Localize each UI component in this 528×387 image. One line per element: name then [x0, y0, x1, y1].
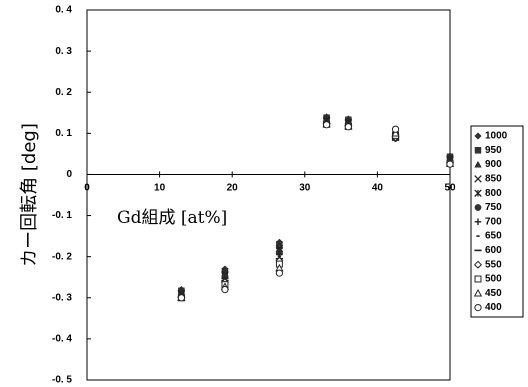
y-tick-label: -0. 2 — [52, 251, 72, 262]
data-point — [221, 285, 229, 294]
legend-marker — [474, 275, 482, 283]
legend-label: 900 — [485, 159, 502, 170]
y-tick-label: -0. 5 — [52, 375, 72, 386]
legend-marker — [474, 147, 482, 154]
legend-item: 800 — [474, 188, 502, 199]
legend-label: 650 — [485, 231, 502, 242]
legend-label: 500 — [485, 274, 502, 285]
y-tick-label: 0 — [66, 169, 72, 180]
plot-area — [86, 9, 451, 381]
data-points — [177, 113, 455, 302]
legend-item: 1000 — [474, 131, 508, 142]
x-axis: 0 10 20 30 40 50 — [84, 171, 456, 193]
legend-label: 550 — [485, 259, 502, 270]
y-tick-label: -0. 4 — [52, 334, 72, 345]
x-tick-label: 30 — [299, 182, 311, 193]
legend-item: 450 — [473, 288, 502, 299]
data-point — [391, 129, 400, 137]
legend-item: 500 — [474, 274, 502, 285]
legend-marker — [474, 218, 482, 226]
legend-item: 750 — [474, 202, 502, 213]
legend-label: 400 — [485, 302, 502, 313]
x-tick-label: 10 — [154, 182, 166, 193]
x-tick-label: 20 — [227, 182, 239, 193]
data-point — [275, 269, 284, 277]
legend-item: 650 — [476, 231, 502, 242]
y-tick-label: -0. 1 — [52, 210, 72, 221]
legend-marker — [474, 204, 482, 211]
x-tick-label: 50 — [444, 182, 456, 193]
data-point — [177, 294, 186, 302]
legend-label: 950 — [485, 145, 502, 156]
x-tick-label: 0 — [84, 182, 90, 193]
legend-marker — [474, 175, 482, 183]
legend-item: 550 — [473, 259, 502, 270]
y-axis-title: カー回転角 [deg] — [19, 123, 40, 267]
legend-item: 850 — [474, 174, 502, 185]
legend-marker — [474, 303, 482, 312]
legend-item: 900 — [474, 159, 502, 170]
data-point — [322, 121, 331, 129]
legend: 1000 950 900 850 800 750 700 650 600 550 500 450 400 — [473, 131, 508, 313]
legend-label: 800 — [485, 188, 502, 199]
x-axis-title: Gd組成 [at%] — [117, 208, 227, 228]
legend-label: 450 — [485, 288, 502, 299]
legend-marker — [474, 189, 482, 197]
x-tick-label: 40 — [372, 182, 384, 193]
legend-item: 400 — [474, 302, 502, 313]
y-tick-label: 0. 2 — [55, 87, 72, 98]
legend-marker — [474, 160, 482, 168]
legend-label: 700 — [485, 216, 502, 227]
legend-item: 950 — [474, 145, 502, 156]
y-tick-label: 0. 3 — [55, 46, 72, 57]
y-axis: 0. 4 0. 3 0. 2 0. 1 0 -0. 1 -0. 2 -0. 3 -0. 4 -0.… — [52, 5, 450, 386]
legend-marker — [473, 288, 483, 297]
legend-marker — [473, 260, 483, 269]
data-point — [344, 123, 352, 131]
y-tick-label: 0. 4 — [55, 5, 72, 16]
data-point — [391, 125, 400, 133]
y-tick-label: -0. 3 — [52, 292, 72, 303]
legend-item: 600 — [474, 245, 502, 256]
legend-label: 850 — [485, 174, 502, 185]
y-tick-label: 0. 1 — [55, 128, 72, 139]
legend-label: 600 — [485, 245, 502, 256]
legend-marker — [474, 132, 482, 140]
data-point — [446, 160, 454, 168]
legend-label: 750 — [485, 202, 502, 213]
legend-item: 700 — [474, 216, 502, 227]
legend-label: 1000 — [485, 131, 508, 142]
